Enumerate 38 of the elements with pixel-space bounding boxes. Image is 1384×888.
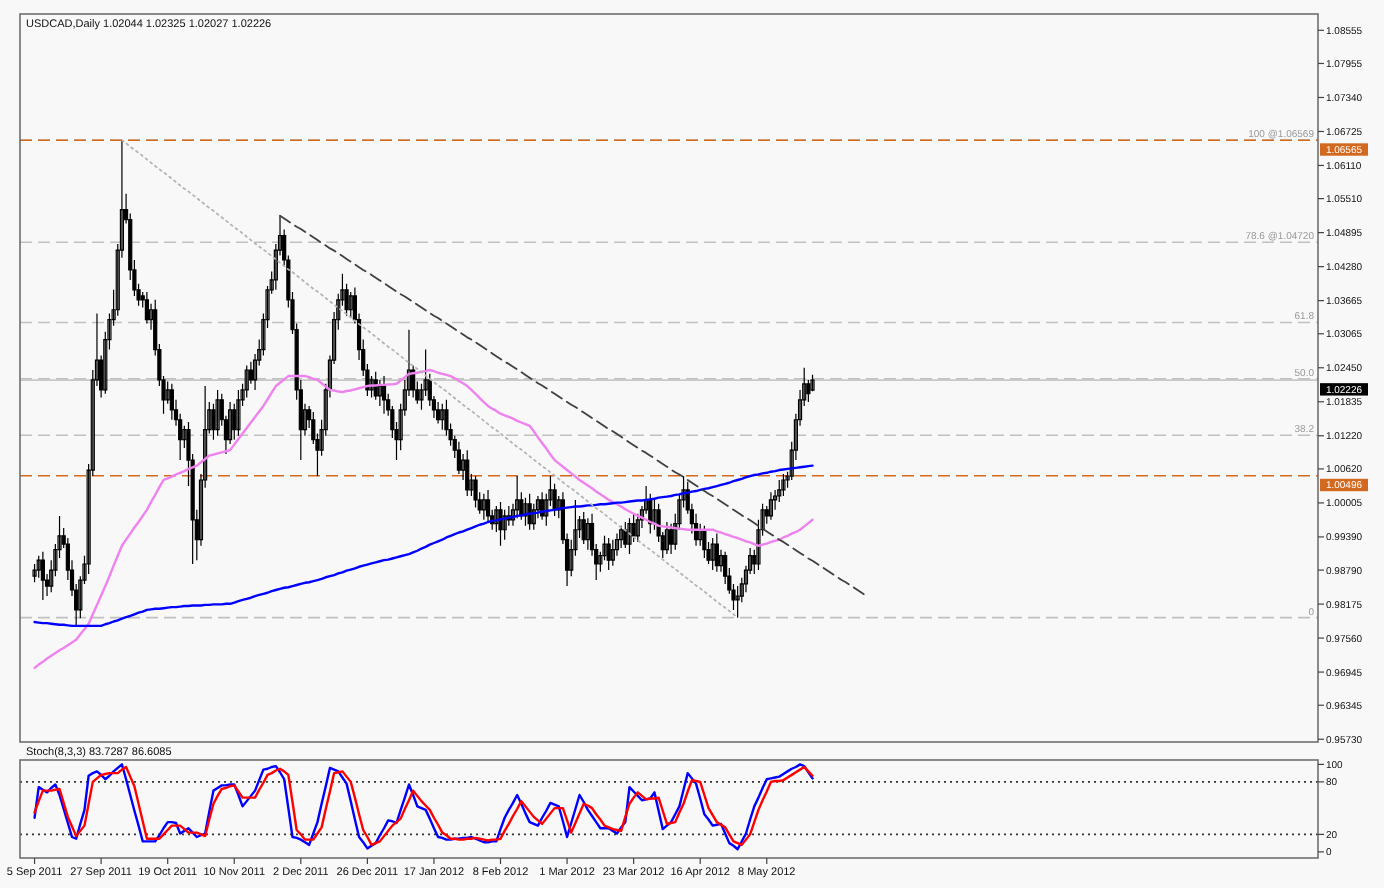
candlestick	[515, 475, 520, 519]
candlestick	[527, 493, 532, 531]
candlestick	[710, 537, 715, 571]
candlestick	[498, 501, 503, 547]
candlestick	[32, 563, 37, 583]
candlestick	[381, 375, 387, 415]
candlestick	[606, 537, 611, 571]
candlestick	[436, 401, 441, 425]
candlestick	[481, 493, 486, 521]
candlestick	[664, 521, 670, 555]
line-series	[33, 464, 814, 628]
candlestick	[702, 525, 707, 559]
candlestick	[440, 403, 445, 431]
candlestick	[627, 517, 632, 555]
candlestick	[40, 551, 45, 601]
candlestick	[585, 517, 590, 551]
candlestick	[768, 491, 774, 521]
candlestick	[348, 291, 353, 319]
candlestick	[465, 449, 470, 497]
candlestick	[377, 379, 382, 407]
line-series	[279, 214, 868, 597]
candlestick	[144, 291, 149, 325]
candlestick	[236, 389, 241, 437]
candlestick	[735, 585, 740, 619]
candlestick	[485, 489, 491, 523]
line-series	[33, 368, 814, 670]
candlestick	[610, 539, 615, 567]
candlestick	[244, 364, 249, 399]
candlestick	[619, 525, 624, 549]
candlestick	[777, 479, 782, 503]
candlestick	[169, 383, 174, 421]
candlestick	[781, 473, 786, 497]
candlestick	[473, 475, 478, 509]
candlestick	[714, 533, 719, 573]
candlestick	[581, 511, 586, 545]
candlestick	[456, 441, 462, 475]
candlestick	[552, 483, 557, 517]
candlestick	[215, 389, 220, 437]
